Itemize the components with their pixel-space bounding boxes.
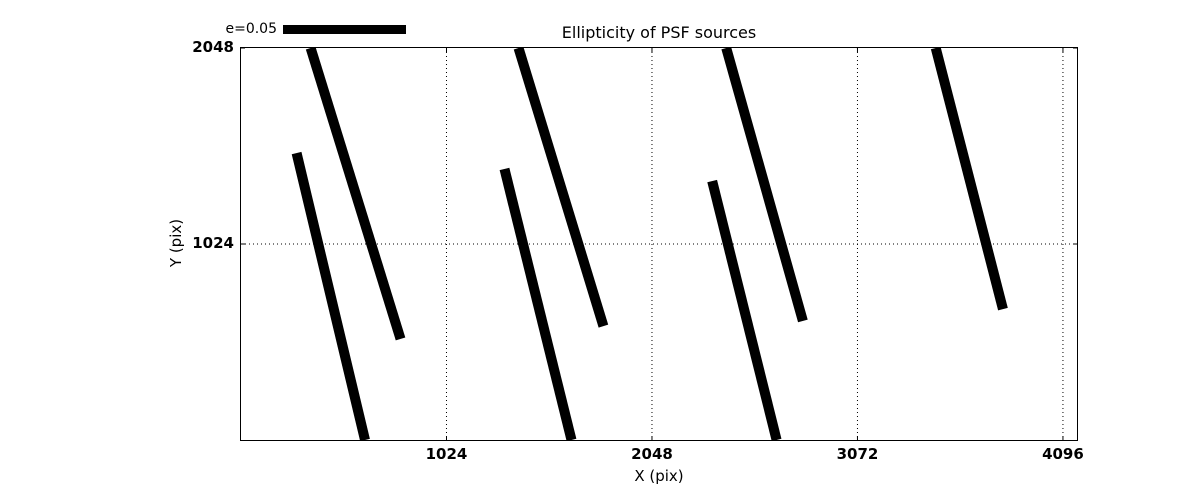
x-tick-label: 4096 xyxy=(1042,445,1084,463)
ellipticity-whisker xyxy=(513,48,609,328)
ellipticity-whisker xyxy=(930,48,1008,311)
x-tick-label: 1024 xyxy=(425,445,468,463)
ellipticity-whisker xyxy=(707,179,782,440)
ellipticity-whisker xyxy=(721,48,808,323)
plot-frame xyxy=(240,47,1078,441)
x-tick-label: 2048 xyxy=(631,445,673,463)
ellipticity-whisker xyxy=(305,48,406,341)
ellipticity-whisker xyxy=(291,151,370,440)
x-tick-label: 3072 xyxy=(836,445,879,463)
ellipticity-whisker xyxy=(499,167,577,440)
chart-title: Ellipticity of PSF sources xyxy=(561,23,757,42)
plot-area xyxy=(241,48,1077,440)
legend-label: e=0.05 xyxy=(225,21,277,37)
y-tick-label: 1024 xyxy=(192,234,234,252)
y-axis-label: Y (pix) xyxy=(167,218,185,268)
y-tick-label: 2048 xyxy=(192,38,234,56)
legend-ellipticity-bar xyxy=(283,25,406,34)
x-axis-label: X (pix) xyxy=(634,467,684,485)
